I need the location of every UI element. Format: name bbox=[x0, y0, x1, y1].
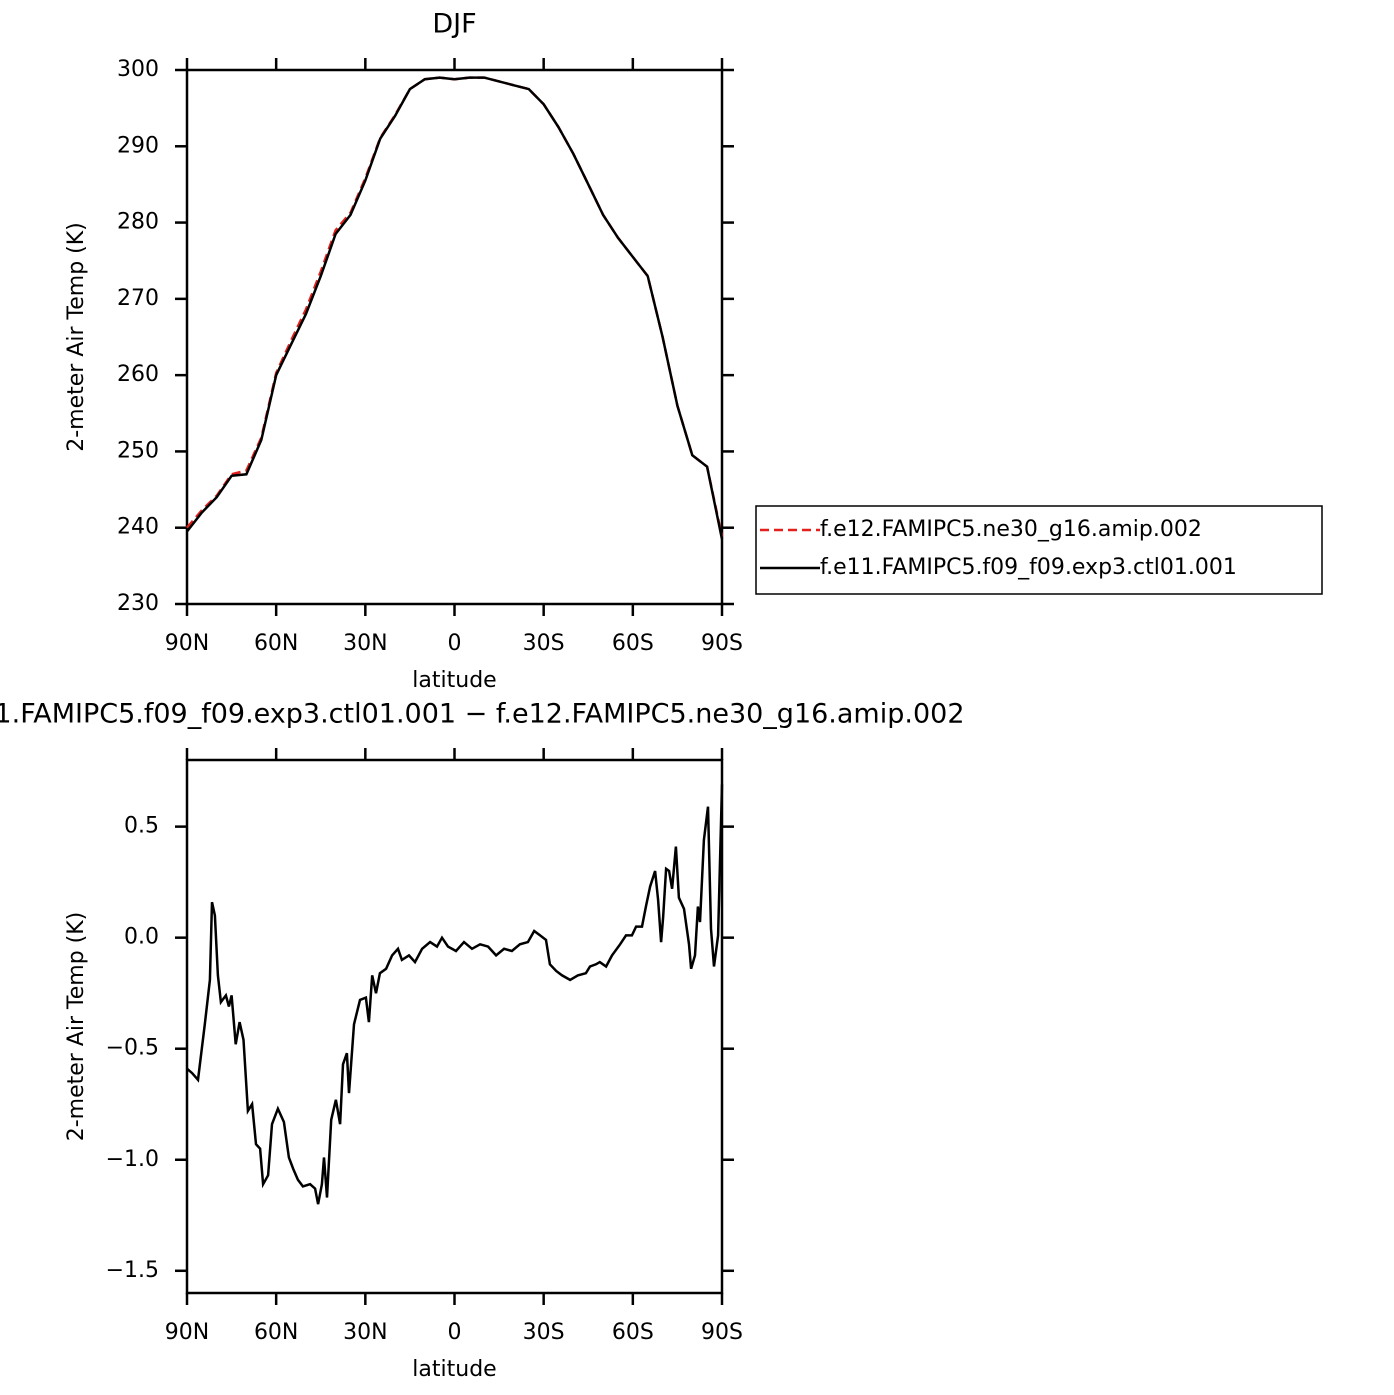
x-tick-label: 30S bbox=[523, 631, 565, 656]
x-tick-label: 90S bbox=[701, 1320, 743, 1345]
y-tick-label: −1.5 bbox=[106, 1258, 159, 1283]
x-tick-label: 60N bbox=[254, 631, 298, 656]
y-tick-label: 270 bbox=[117, 286, 159, 311]
data-line bbox=[186, 784, 724, 1205]
y-tick-label: 280 bbox=[117, 210, 159, 235]
chart-title: f.e11.FAMIPC5.f09_f09.exp3.ctl01.001 − f… bbox=[0, 699, 964, 730]
chart-title: DJF bbox=[432, 9, 476, 40]
x-tick-label: 60S bbox=[612, 631, 654, 656]
legend-label: f.e12.FAMIPC5.ne30_g16.amip.002 bbox=[820, 517, 1202, 542]
x-axis-label: latitude bbox=[412, 1357, 496, 1382]
y-tick-label: 250 bbox=[117, 438, 159, 463]
x-axis-label: latitude bbox=[412, 668, 496, 693]
x-tick-label: 30S bbox=[523, 1320, 565, 1345]
y-tick-label: −0.5 bbox=[106, 1036, 159, 1061]
x-tick-label: 90N bbox=[165, 631, 209, 656]
x-tick-label: 90S bbox=[701, 631, 743, 656]
x-tick-label: 30N bbox=[343, 631, 387, 656]
y-axis-label: 2-meter Air Temp (K) bbox=[64, 222, 89, 452]
plot-frame bbox=[185, 758, 724, 1295]
x-tick-label: 60S bbox=[612, 1320, 654, 1345]
y-tick-label: 0.5 bbox=[124, 814, 159, 839]
y-tick-label: 290 bbox=[117, 133, 159, 158]
y-tick-label: 0.0 bbox=[124, 925, 159, 950]
x-tick-label: 90N bbox=[165, 1320, 209, 1345]
plot-frame bbox=[185, 68, 724, 606]
x-tick-label: 60N bbox=[254, 1320, 298, 1345]
y-tick-label: 240 bbox=[117, 515, 159, 540]
legend-label: f.e11.FAMIPC5.f09_f09.exp3.ctl01.001 bbox=[820, 555, 1237, 580]
data-line bbox=[186, 76, 724, 540]
y-tick-label: 230 bbox=[117, 591, 159, 616]
x-tick-label: 0 bbox=[448, 631, 462, 656]
y-tick-label: −1.0 bbox=[106, 1147, 159, 1172]
x-tick-label: 30N bbox=[343, 1320, 387, 1345]
y-axis-label: 2-meter Air Temp (K) bbox=[64, 912, 89, 1142]
x-tick-label: 0 bbox=[448, 1320, 462, 1345]
y-tick-label: 260 bbox=[117, 362, 159, 387]
legend-box bbox=[755, 505, 1323, 595]
data-line bbox=[186, 76, 724, 538]
y-tick-label: 300 bbox=[117, 57, 159, 82]
